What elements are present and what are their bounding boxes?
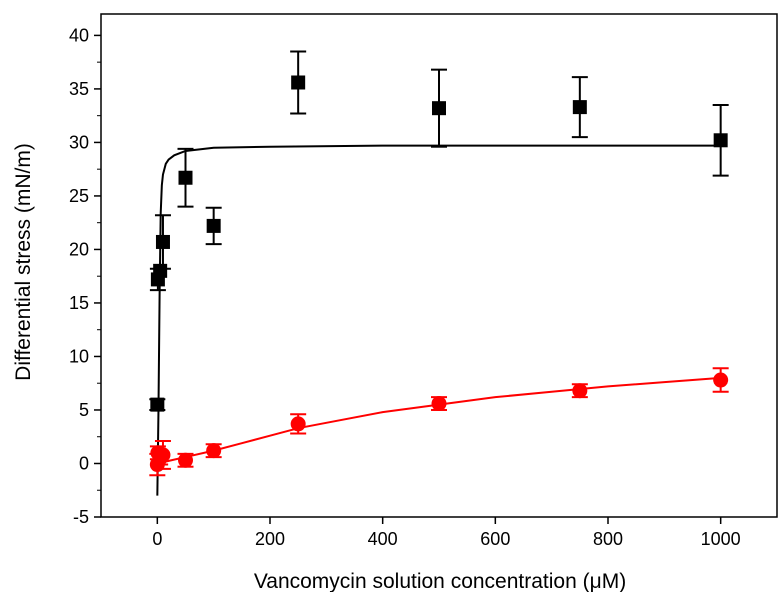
x-tick-label: 400 bbox=[368, 529, 398, 549]
y-tick-label: 25 bbox=[69, 186, 89, 206]
axis-ticks: 0 200 400 600 800 1000 -5 0 5 10 15 20 25 30 35 40 bbox=[69, 25, 741, 549]
y-tick-label: 30 bbox=[69, 132, 89, 152]
data-point-red bbox=[572, 383, 588, 399]
data-point-red bbox=[713, 372, 729, 388]
y-tick-label: 40 bbox=[69, 25, 89, 45]
x-tick-label: 200 bbox=[255, 529, 285, 549]
data-point-black bbox=[432, 101, 446, 116]
data-point-black bbox=[153, 263, 168, 278]
data-point-black bbox=[291, 75, 306, 90]
data-point-red bbox=[290, 416, 306, 432]
y-axis-title: Differential stress (mN/m) bbox=[12, 143, 35, 381]
x-tick-label: 800 bbox=[593, 529, 623, 549]
plot-frame bbox=[100, 13, 778, 518]
fit-curves bbox=[156, 144, 721, 496]
x-tick-label: 600 bbox=[480, 529, 510, 549]
data-point-red bbox=[206, 443, 222, 459]
fit-curve-red bbox=[157, 376, 721, 465]
x-axis-title: Vancomycin solution concentration (μM) bbox=[254, 570, 626, 592]
plot-border bbox=[100, 13, 778, 518]
data-point-black bbox=[206, 218, 221, 233]
y-tick-label: 15 bbox=[69, 293, 89, 313]
y-tick-label: 20 bbox=[69, 239, 89, 259]
data-point-red bbox=[178, 452, 193, 468]
x-tick-label: 1000 bbox=[701, 529, 741, 549]
y-tick-label: 0 bbox=[79, 453, 89, 473]
data-point-black bbox=[178, 170, 193, 185]
data-point-red bbox=[431, 396, 447, 412]
data-point-black bbox=[155, 234, 170, 249]
y-tick-label: -5 bbox=[73, 507, 89, 527]
x-tick-label: 0 bbox=[152, 529, 162, 549]
data-point-black bbox=[150, 397, 165, 412]
y-tick-label: 5 bbox=[79, 400, 89, 420]
data-markers bbox=[149, 75, 729, 473]
data-point-black bbox=[572, 100, 587, 115]
y-tick-label: 10 bbox=[69, 346, 89, 366]
data-point-red bbox=[155, 447, 171, 463]
data-point-black bbox=[713, 133, 728, 148]
y-tick-label: 35 bbox=[69, 79, 89, 99]
